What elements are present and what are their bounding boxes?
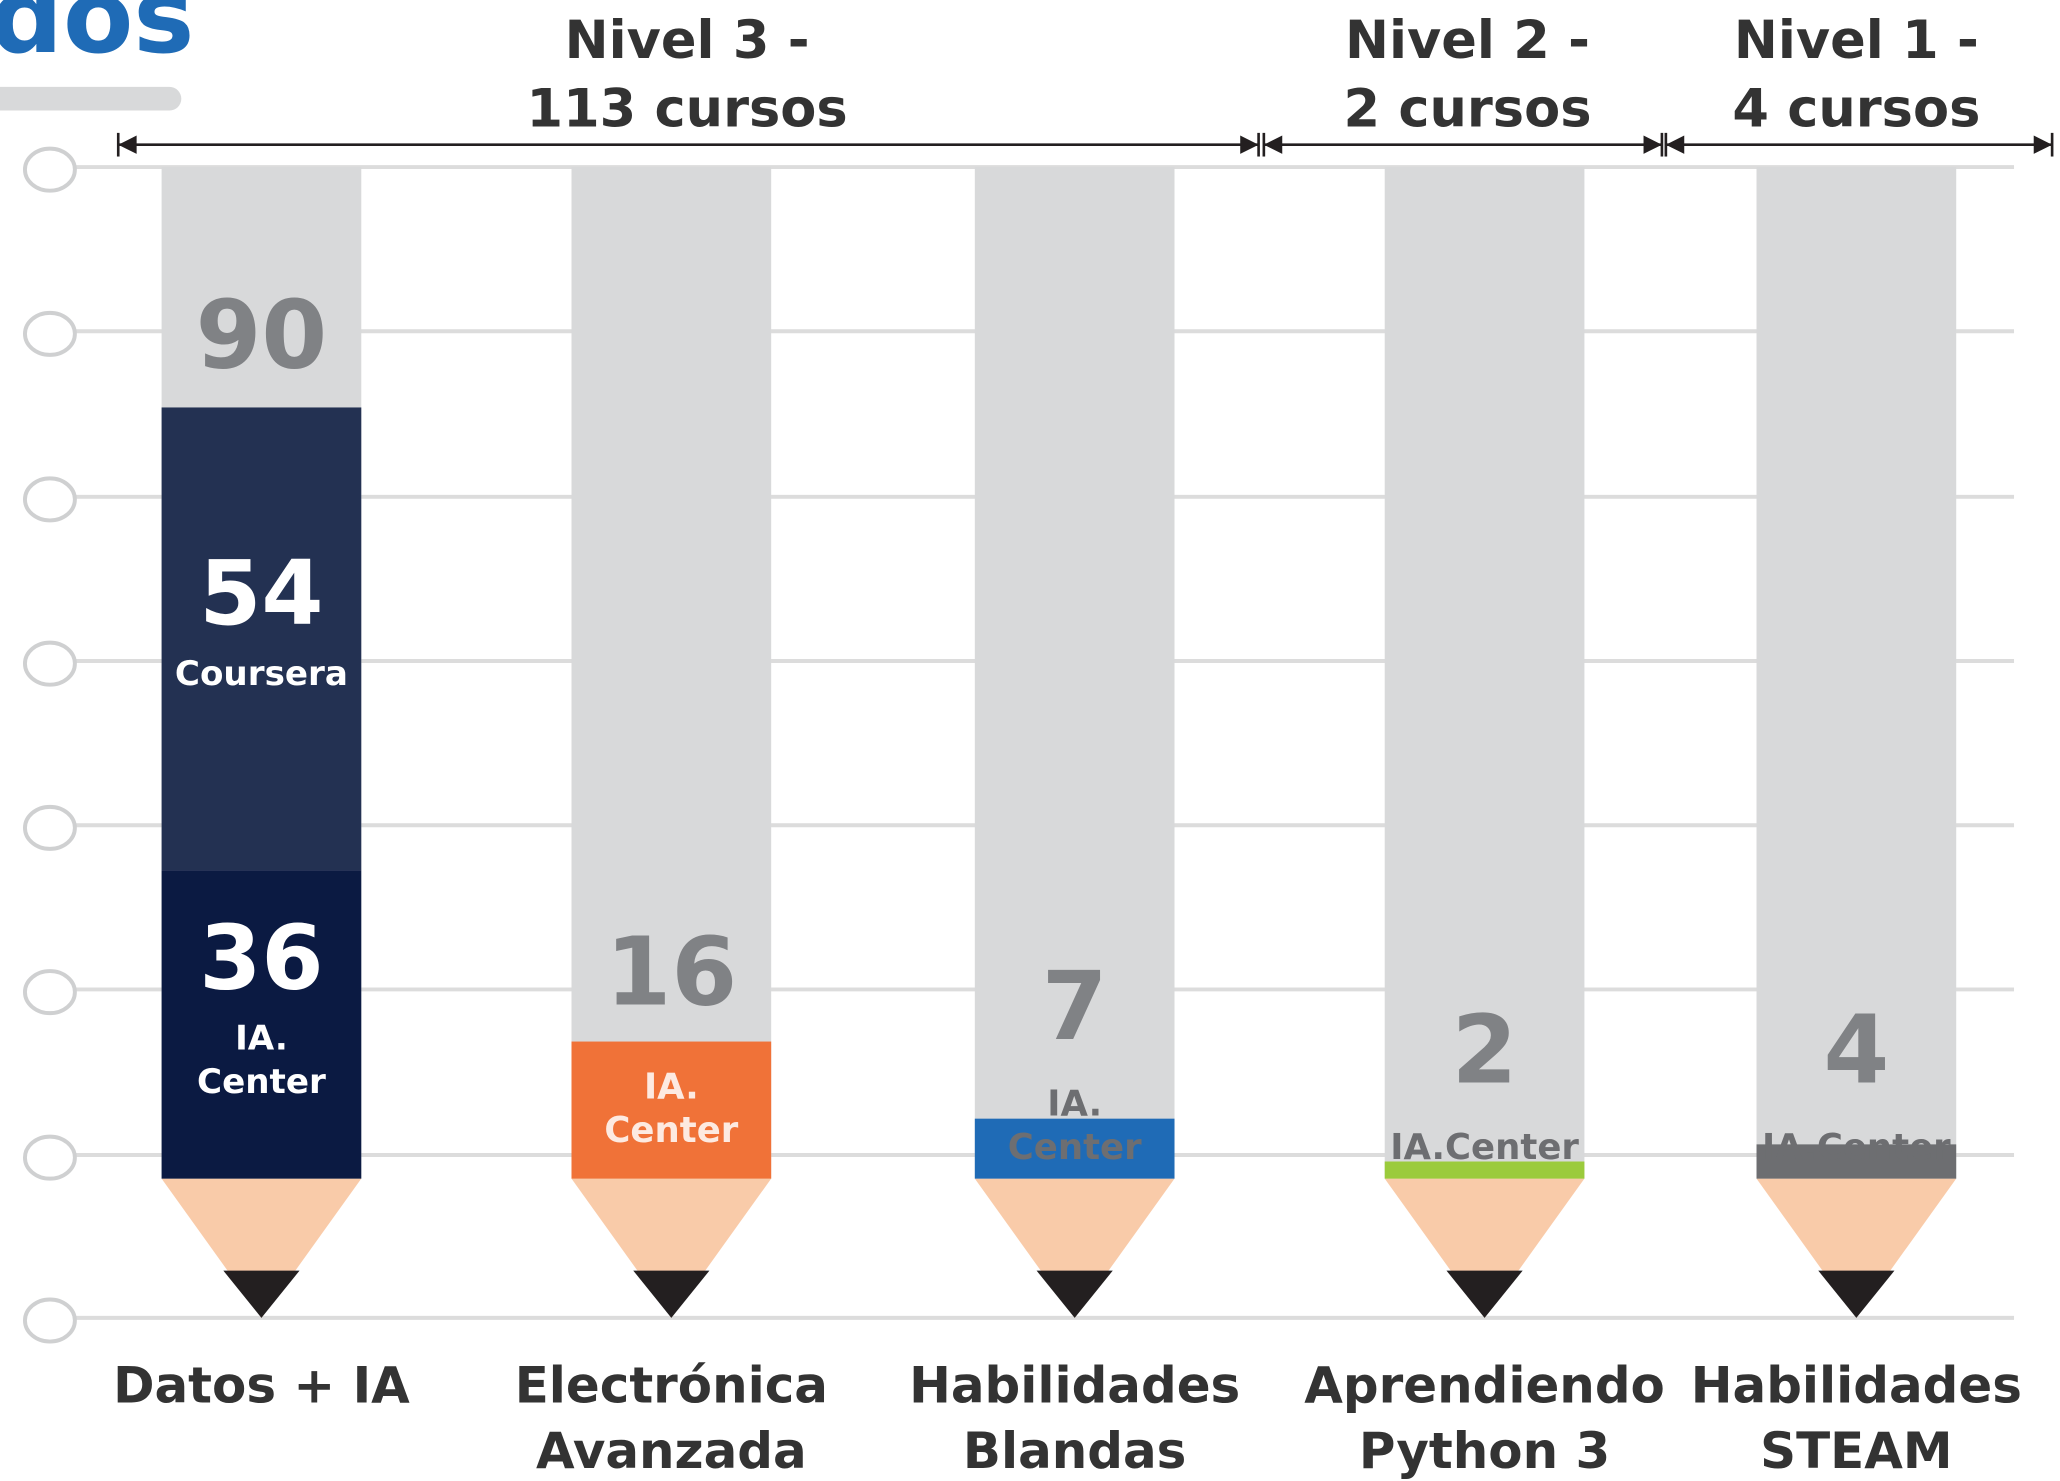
- ring: [22, 640, 77, 687]
- pencil-lead: [223, 1270, 300, 1318]
- ring: [22, 310, 77, 357]
- pencil-lead: [1036, 1270, 1113, 1318]
- segment-label: IA.Center: [1390, 1127, 1579, 1168]
- pencil-body: [1384, 167, 1585, 1179]
- category-label: Habilidades: [1691, 1356, 2022, 1414]
- arrow-head: [1643, 135, 1662, 154]
- group-label: Nivel 2 -: [1345, 10, 1590, 71]
- segment-label: Coursera: [175, 654, 348, 694]
- arrow-head: [2033, 135, 2053, 154]
- pencil-lead: [1446, 1270, 1523, 1318]
- category-label: Python 3: [1359, 1422, 1610, 1480]
- ring: [22, 969, 77, 1016]
- group-label: 4 cursos: [1732, 78, 1980, 139]
- segment-value: 36: [199, 906, 323, 1010]
- group-label: Nivel 1 -: [1734, 10, 1979, 71]
- category-label: Blandas: [963, 1422, 1186, 1480]
- category-label: Avanzada: [536, 1422, 807, 1480]
- title-underline: [0, 86, 182, 111]
- segment-label: Center: [1008, 1127, 1142, 1168]
- arrow-head: [1240, 135, 1259, 154]
- segment: [161, 870, 362, 1179]
- group-label: 113 cursos: [527, 78, 848, 139]
- category-label: Electrónica: [515, 1356, 828, 1414]
- ring: [22, 1134, 77, 1181]
- segment-label: Center: [604, 1110, 738, 1151]
- value-label: 2: [1452, 995, 1518, 1105]
- ring: [22, 1297, 77, 1344]
- segment: [1384, 1161, 1585, 1179]
- category-label: Habilidades: [909, 1356, 1240, 1414]
- group-label: 2 cursos: [1343, 78, 1591, 139]
- segment: [1756, 1144, 1957, 1179]
- title: dos: [0, 0, 194, 77]
- pencil-lead: [1818, 1270, 1895, 1318]
- segment-label: IA.Center: [1762, 1127, 1951, 1168]
- ring: [22, 146, 77, 193]
- segment-label: IA.: [235, 1019, 288, 1059]
- arrow-head: [118, 135, 137, 154]
- segment: [161, 407, 362, 871]
- segment-label: IA.: [1047, 1084, 1102, 1125]
- pencil-wood: [1756, 1178, 1957, 1318]
- pencil-wood: [974, 1178, 1175, 1318]
- value-label: 16: [606, 917, 738, 1027]
- total-label: 90: [196, 281, 328, 391]
- pencil-body: [1756, 167, 1957, 1179]
- pencil-wood: [1384, 1178, 1585, 1318]
- category-label: Datos + IA: [113, 1356, 410, 1414]
- segment-label: IA.: [644, 1066, 699, 1107]
- ring: [22, 804, 77, 851]
- group-label: Nivel 3 -: [565, 10, 810, 71]
- pencil-wood: [571, 1178, 772, 1318]
- arrow-head: [1665, 135, 1685, 154]
- ring: [22, 476, 77, 523]
- arrow-head: [1263, 135, 1283, 154]
- value-label: 7: [1042, 952, 1108, 1062]
- segment-label: Center: [197, 1062, 326, 1102]
- segment: [571, 1041, 772, 1179]
- value-label: 4: [1823, 995, 1889, 1105]
- pencil-wood: [161, 1178, 362, 1318]
- segment-value: 54: [199, 542, 323, 646]
- pencil-body: [974, 167, 1175, 1179]
- pencil-lead: [633, 1270, 710, 1318]
- pencil-body: [571, 167, 772, 1179]
- category-label: STEAM: [1760, 1422, 1952, 1480]
- category-label: Aprendiendo: [1304, 1356, 1665, 1414]
- segment: [974, 1118, 1175, 1179]
